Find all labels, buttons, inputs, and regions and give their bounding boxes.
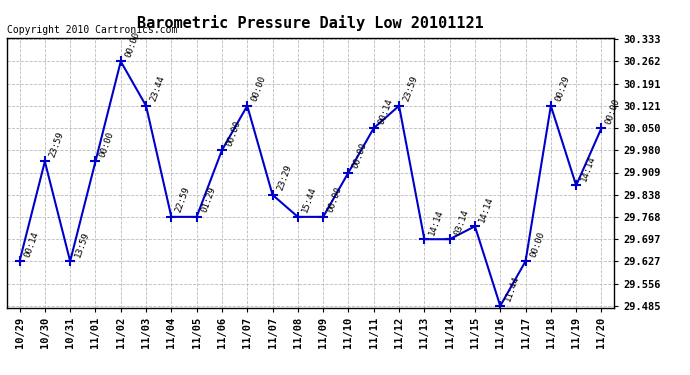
Text: 00:00: 00:00 (529, 230, 546, 258)
Text: 13:59: 13:59 (73, 230, 90, 258)
Text: 14:14: 14:14 (477, 195, 495, 223)
Text: Copyright 2010 Cartronics.com: Copyright 2010 Cartronics.com (7, 25, 177, 35)
Text: 01:29: 01:29 (199, 186, 217, 214)
Text: 00:00: 00:00 (124, 30, 141, 58)
Text: 00:14: 00:14 (22, 230, 40, 258)
Text: 23:59: 23:59 (48, 130, 66, 159)
Text: 00:14: 00:14 (377, 97, 394, 125)
Text: 00:00: 00:00 (250, 75, 268, 103)
Text: Barometric Pressure Daily Low 20101121: Barometric Pressure Daily Low 20101121 (137, 15, 484, 31)
Text: 23:44: 23:44 (149, 75, 166, 103)
Text: 00:00: 00:00 (98, 130, 116, 159)
Text: 03:14: 03:14 (453, 208, 470, 236)
Text: 23:29: 23:29 (275, 164, 293, 192)
Text: 00:00: 00:00 (326, 186, 344, 214)
Text: 14:14: 14:14 (579, 154, 597, 183)
Text: 23:59: 23:59 (402, 75, 420, 103)
Text: 00:00: 00:00 (225, 119, 242, 147)
Text: 11:44: 11:44 (503, 275, 521, 303)
Text: 00:29: 00:29 (553, 75, 571, 103)
Text: 00:00: 00:00 (351, 141, 369, 170)
Text: 14:14: 14:14 (427, 208, 445, 236)
Text: 00:00: 00:00 (604, 97, 622, 125)
Text: 15:44: 15:44 (301, 186, 318, 214)
Text: 22:59: 22:59 (174, 186, 192, 214)
